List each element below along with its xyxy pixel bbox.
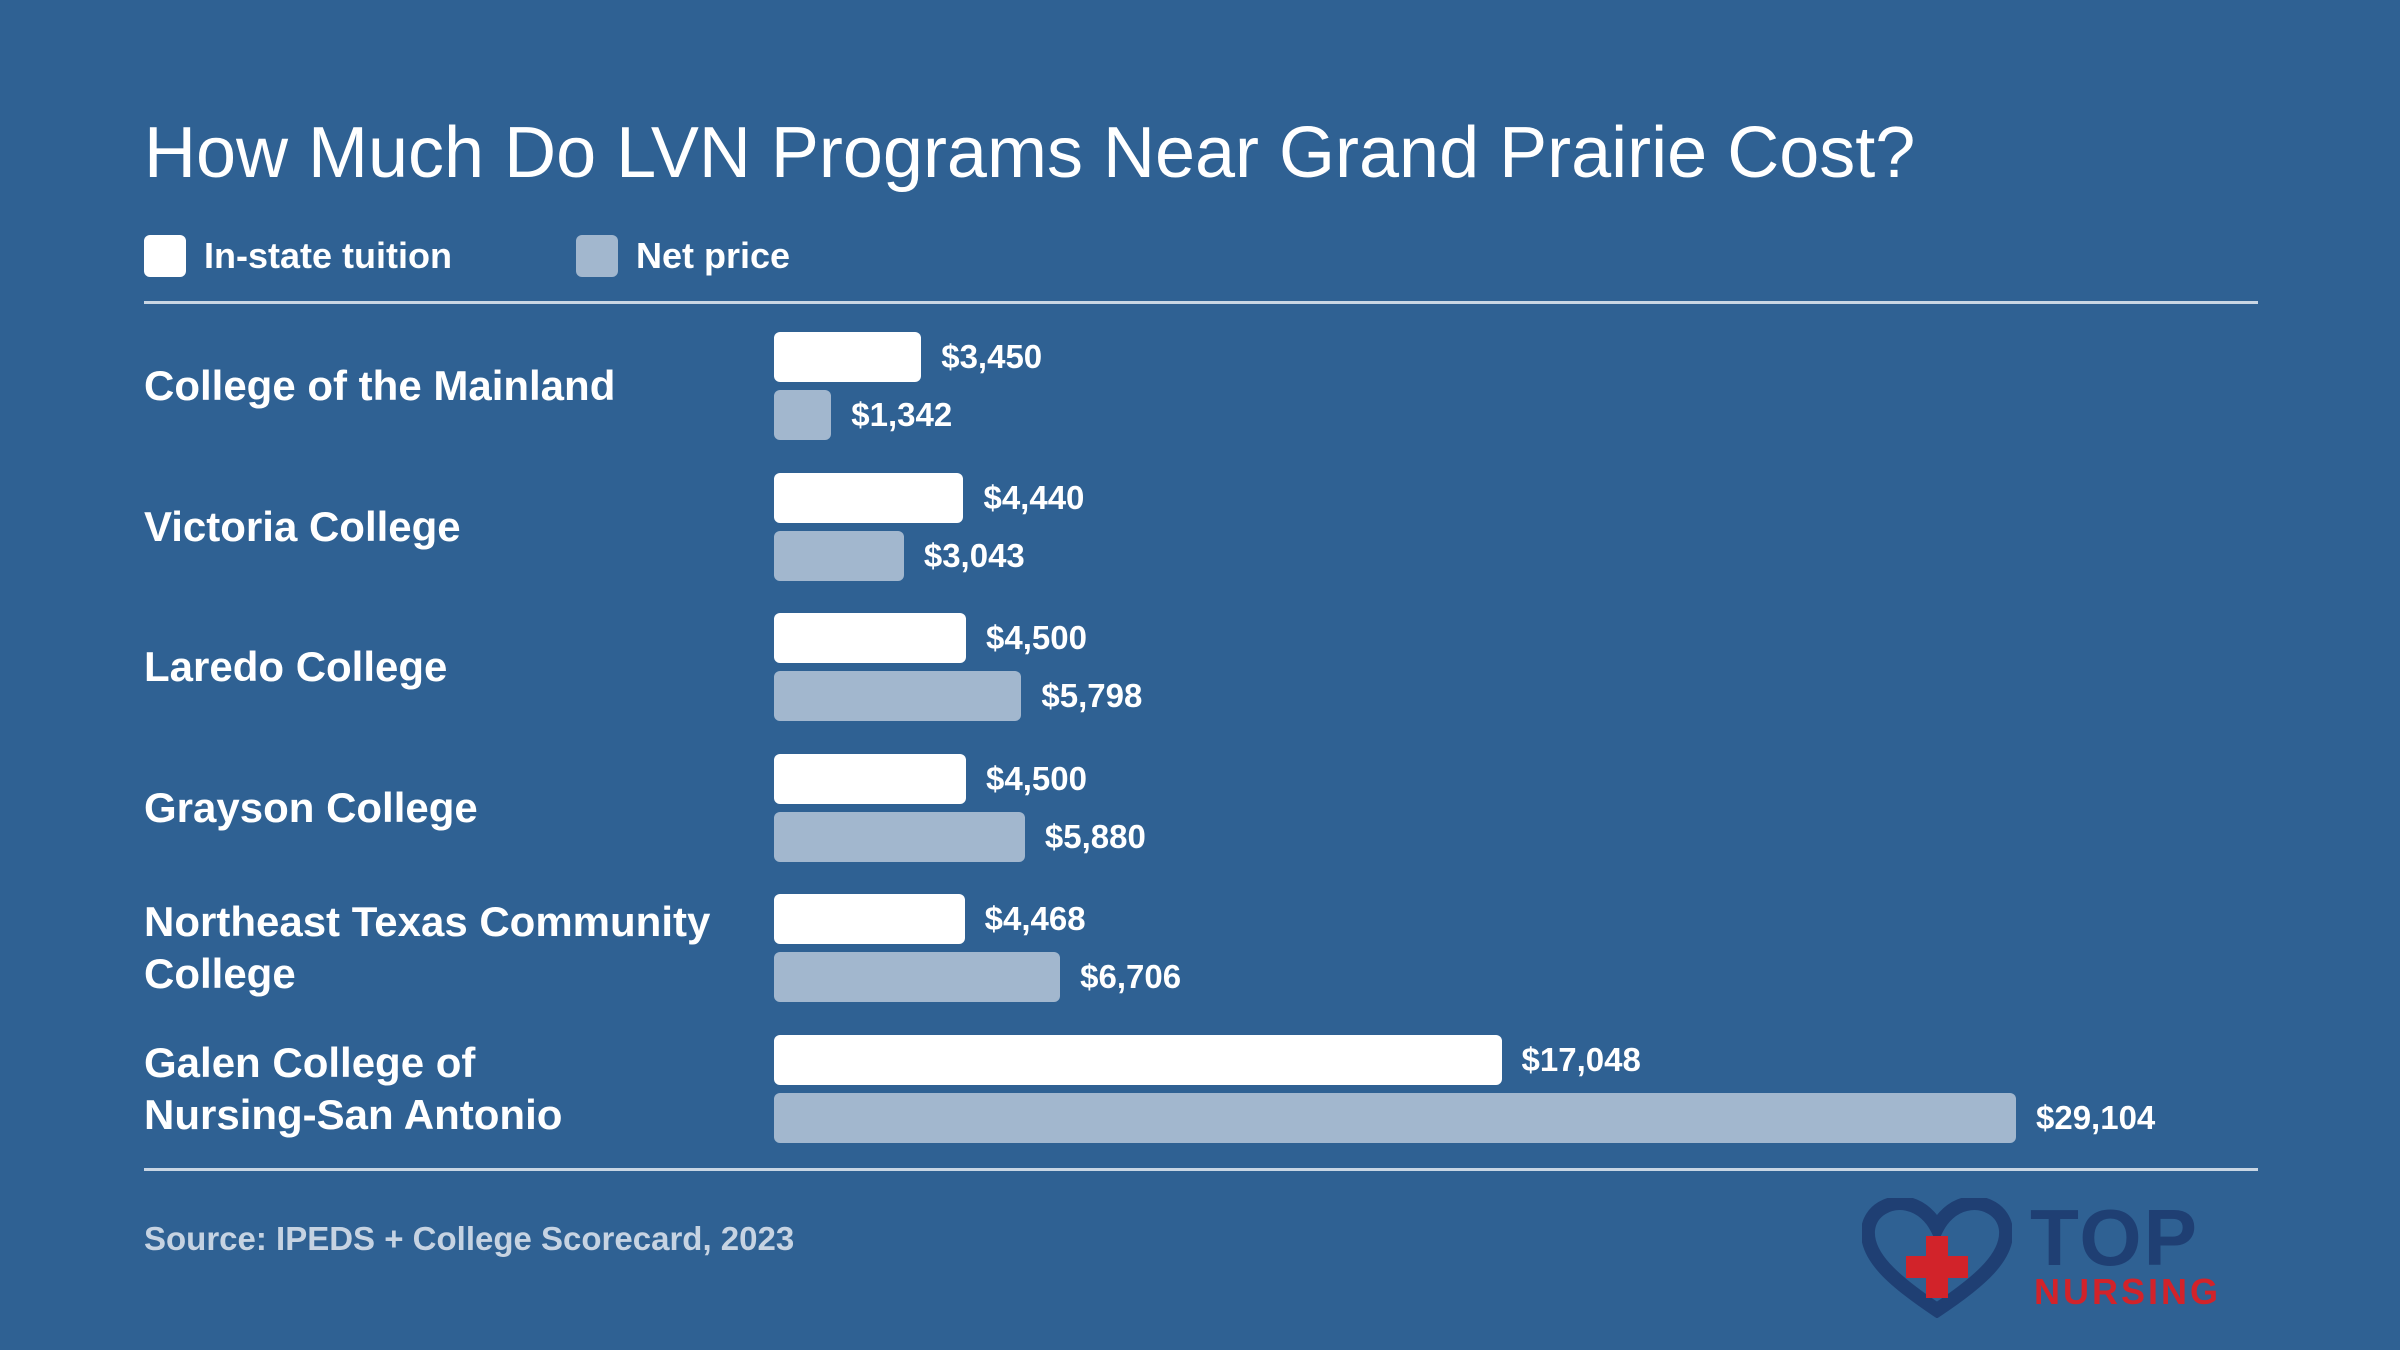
category-label: Grayson College [144,783,478,831]
bar-tuition [774,753,967,804]
bar-tuition [774,613,967,663]
value-label-tuition: $4,440 [983,478,1085,516]
value-label-net-price: $1,342 [851,396,953,433]
bar-net-price [774,390,832,440]
bar-tuition [774,472,964,523]
bar-net-price [774,811,1025,862]
legend-label-net: Net price [636,235,791,276]
legend-item-tuition: In-state tuition [144,235,452,277]
value-label-net-price: $5,798 [1041,677,1143,714]
bar-net-price [774,530,904,581]
logo-wordmark-top: TOP [2030,1193,2200,1282]
category-label: Laredo College [144,643,448,690]
bottom-divider [144,1168,2258,1171]
legend-label-tuition: In-state tuition [204,235,452,276]
category-label: Galen College of Nursing-San Antonio [144,1038,563,1138]
value-label-tuition: $4,468 [984,900,1086,937]
value-label-tuition: $4,500 [986,759,1087,797]
logo-wordmark-sub: NURSING [2034,1271,2222,1312]
page-title: How Much Do LVN Programs Near Grand Prai… [144,113,1916,193]
value-label-net-price: $29,104 [2036,1098,2156,1136]
value-label-net-price: $5,880 [1044,817,1146,855]
value-label-net-price: $3,043 [923,536,1025,574]
legend-swatch-net [576,235,618,277]
bar-net-price [774,952,1061,1002]
heart-cross-icon [1862,1198,2012,1318]
value-label-tuition: $4,500 [986,619,1087,656]
value-label-tuition: $17,048 [1521,1040,1641,1078]
bar-net-price [774,671,1022,721]
category-label: College of the Mainland [144,362,616,409]
top-nursing-logo: TOP NURSING [1862,1198,2262,1318]
legend-swatch-tuition [144,235,186,277]
bar-tuition [774,1034,1502,1085]
value-label-net-price: $6,706 [1080,958,1182,995]
top-divider [144,301,2258,304]
source-note: Source: IPEDS + College Scorecard, 2023 [144,1220,795,1257]
category-label: Northeast Texas Community College [144,898,711,997]
bar-tuition [774,894,965,944]
category-label: Victoria College [144,502,461,550]
bar-net-price [774,1092,2016,1143]
value-label-tuition: $3,450 [941,338,1043,375]
bar-tuition [774,332,922,382]
legend-item-net: Net price [576,235,790,277]
